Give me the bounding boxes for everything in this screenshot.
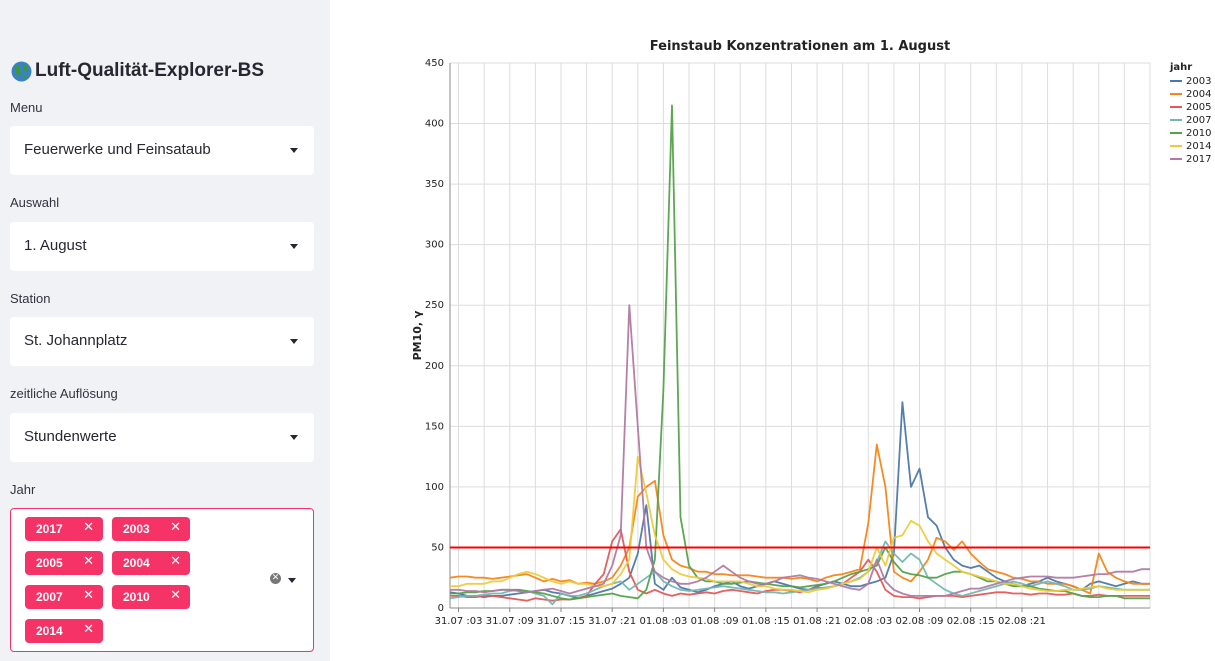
menu-select[interactable]: Feuerwerke und Feinsataub [10, 126, 314, 175]
x-tick-label: 31.07 :09 [486, 616, 534, 627]
legend-label-2014: 2014 [1186, 141, 1211, 152]
y-tick-label: 350 [425, 179, 444, 190]
sidebar: Luft-Qualität-Explorer-BS Menu Feuerwerk… [0, 0, 330, 661]
year-tag-label: 2014 [36, 624, 63, 638]
y-tick-label: 250 [425, 300, 444, 311]
legend-title: jahr [1169, 62, 1192, 73]
menu-label: Menu [10, 100, 43, 115]
aufloesung-select-value: Stundenwerte [24, 428, 117, 445]
aufloesung-label: zeitliche Auflösung [10, 386, 118, 401]
year-tag[interactable]: 2005 ✕ [25, 551, 103, 575]
globe-icon [11, 61, 32, 81]
y-tick-label: 50 [431, 542, 444, 553]
year-tag[interactable]: 2014 ✕ [25, 619, 103, 643]
close-icon[interactable]: ✕ [170, 520, 181, 535]
year-tag-label: 2005 [36, 556, 63, 570]
y-axis-label: PM10, γ [411, 310, 424, 360]
legend-label-2004: 2004 [1186, 89, 1211, 100]
chevron-down-icon [290, 244, 298, 249]
chart-title: Feinstaub Konzentrationen am 1. August [650, 39, 950, 54]
series-line-2010 [450, 104, 1150, 601]
jahr-multiselect[interactable]: 2017 ✕ 2003 ✕ 2005 ✕ 2004 ✕ 2007 ✕ 2010 … [10, 508, 314, 652]
y-tick-label: 0 [438, 603, 444, 614]
x-tick-label: 02.08 :21 [998, 616, 1046, 627]
menu-select-value: Feuerwerke und Feinsataub [24, 141, 211, 158]
x-tick-label: 01.08 :15 [742, 616, 790, 627]
y-tick-label: 300 [425, 240, 444, 251]
close-icon[interactable]: ✕ [83, 520, 94, 535]
close-icon[interactable]: ✕ [83, 622, 94, 637]
auswahl-select-value: 1. August [24, 237, 87, 254]
app-title-text: Luft-Qualität-Explorer-BS [35, 60, 265, 81]
clear-all-icon[interactable]: ✕ [270, 573, 281, 584]
auswahl-select[interactable]: 1. August [10, 222, 314, 271]
year-tag-label: 2007 [36, 590, 63, 604]
x-tick-label: 01.08 :03 [639, 616, 687, 627]
x-tick-label: 01.08 :09 [691, 616, 739, 627]
year-tag-label: 2004 [123, 556, 150, 570]
close-icon[interactable]: ✕ [170, 588, 181, 603]
x-tick-label: 31.07 :15 [537, 616, 585, 627]
x-tick-label: 01.08 :21 [793, 616, 841, 627]
year-tag-label: 2003 [123, 522, 150, 536]
year-tag[interactable]: 2004 ✕ [112, 551, 190, 575]
chevron-down-icon [290, 148, 298, 153]
x-tick-label: 31.07 :03 [435, 616, 483, 627]
auswahl-label: Auswahl [10, 195, 60, 210]
close-icon[interactable]: ✕ [83, 554, 94, 569]
y-tick-label: 150 [425, 421, 444, 432]
legend-label-2010: 2010 [1186, 128, 1211, 139]
close-icon[interactable]: ✕ [170, 554, 181, 569]
legend-label-2007: 2007 [1186, 115, 1211, 126]
y-tick-label: 200 [425, 361, 444, 372]
chevron-down-icon[interactable] [288, 578, 296, 583]
jahr-label: Jahr [10, 482, 36, 497]
app-title: Luft-Qualität-Explorer-BS [11, 60, 264, 82]
station-select-value: St. Johannplatz [24, 332, 128, 349]
x-tick-label: 02.08 :15 [947, 616, 995, 627]
y-tick-label: 100 [425, 482, 444, 493]
chevron-down-icon [290, 435, 298, 440]
series-line-2017 [450, 304, 1150, 597]
year-tag[interactable]: 2010 ✕ [112, 585, 190, 609]
station-select[interactable]: St. Johannplatz [10, 317, 314, 366]
y-tick-label: 450 [425, 58, 444, 69]
y-tick-label: 400 [425, 119, 444, 130]
series-line-2014 [450, 455, 1150, 594]
x-tick-label: 02.08 :03 [844, 616, 892, 627]
x-tick-label: 31.07 :21 [588, 616, 636, 627]
year-tag[interactable]: 2003 ✕ [112, 517, 190, 541]
year-tag[interactable]: 2017 ✕ [25, 517, 103, 541]
legend-label-2005: 2005 [1186, 102, 1211, 113]
year-tag-label: 2010 [123, 590, 150, 604]
series-line-2004 [449, 443, 1150, 595]
station-label: Station [10, 291, 51, 306]
series-line-2007 [449, 540, 1150, 606]
x-tick-label: 02.08 :09 [896, 616, 944, 627]
year-tag-label: 2017 [36, 522, 63, 536]
legend-label-2003: 2003 [1186, 76, 1211, 87]
legend-label-2017: 2017 [1186, 154, 1211, 165]
series-line-2003 [449, 401, 1150, 600]
aufloesung-select[interactable]: Stundenwerte [10, 413, 314, 462]
year-tag[interactable]: 2007 ✕ [25, 585, 103, 609]
chevron-down-icon [290, 339, 298, 344]
close-icon[interactable]: ✕ [83, 588, 94, 603]
